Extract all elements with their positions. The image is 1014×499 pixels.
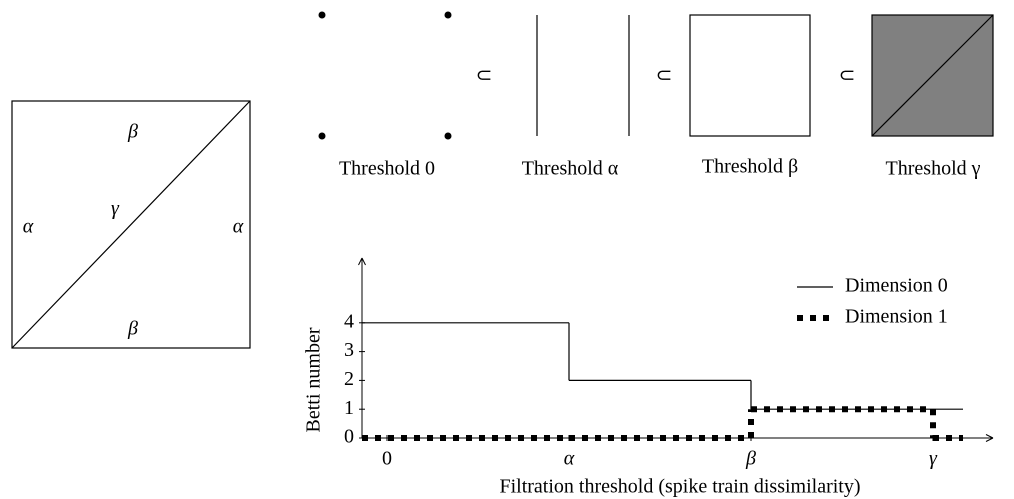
subset-symbol: ⊂ [476, 65, 493, 87]
edge-label: β [127, 121, 138, 143]
legend-label: Dimension 0 [845, 275, 948, 297]
x-axis-label: Filtration threshold (spike train dissim… [499, 476, 860, 498]
subset-symbol: ⊂ [839, 65, 856, 87]
square [11, 100, 251, 349]
legend-label: Dimension 1 [845, 306, 948, 328]
vertex [318, 11, 326, 19]
y-arrow [358, 257, 366, 266]
edge-label: γ [111, 198, 120, 220]
edge-label: β [127, 318, 138, 340]
diagonal [11, 100, 251, 349]
complex-beta [689, 14, 811, 137]
complex-label: Threshold β [702, 156, 798, 178]
x-tick-label: α [564, 448, 575, 470]
complex-gamma [871, 14, 994, 137]
complex-0 [318, 11, 452, 140]
y-tick-label: 4 [344, 310, 354, 332]
edge-label: α [23, 216, 34, 238]
complex-alpha [536, 15, 630, 136]
x-arrow [985, 434, 994, 442]
y-tick-label: 2 [344, 368, 354, 390]
edge-label: α [233, 216, 244, 238]
diagonal [871, 14, 994, 137]
x-tick-label: γ [929, 448, 938, 470]
complex-label: Threshold 0 [339, 158, 435, 180]
vertex [318, 132, 326, 140]
complex-label: Threshold α [522, 158, 619, 180]
y-tick-label: 0 [344, 426, 354, 448]
x-tick-label: 0 [382, 448, 392, 470]
y-axis-label: Betti number [303, 327, 325, 432]
y-tick-label: 1 [344, 397, 354, 419]
x-tick-label: β [745, 448, 756, 470]
vertex [444, 132, 452, 140]
y-tick-label: 3 [344, 339, 354, 361]
subset-symbol: ⊂ [656, 65, 673, 87]
vertex [444, 11, 452, 19]
complex-label: Threshold γ [886, 158, 981, 180]
